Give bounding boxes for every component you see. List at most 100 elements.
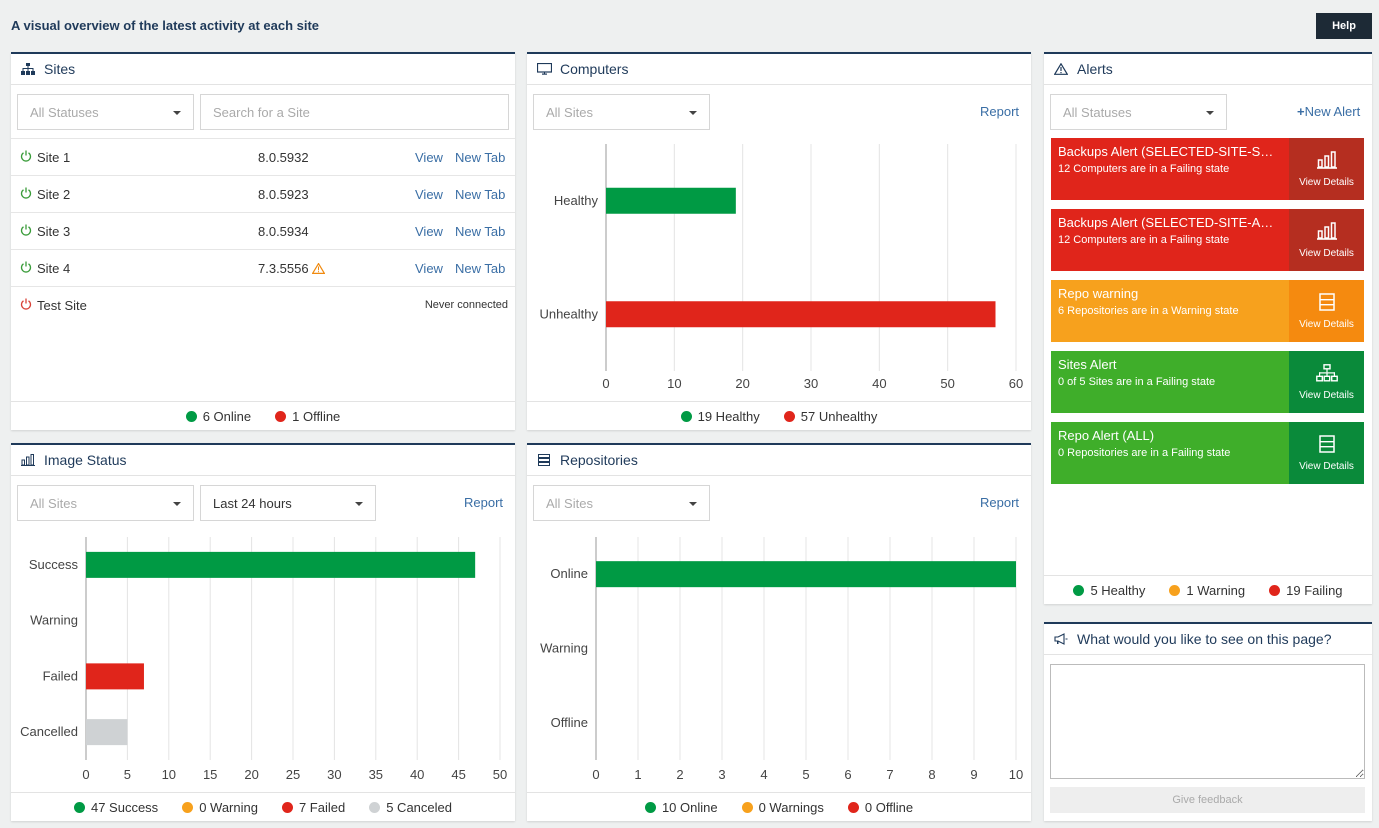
alert-description: 12 Computers are in a Failing state xyxy=(1058,234,1230,246)
bar-unhealthy[interactable] xyxy=(606,301,996,328)
x-tick-label: 50 xyxy=(493,767,507,782)
legend-item: 0 Warnings xyxy=(741,800,824,815)
legend-label: 47 Success xyxy=(90,799,159,815)
computers-report-link[interactable]: Report xyxy=(980,104,1020,119)
site-version-text: 7.3.5556 xyxy=(258,260,309,276)
chevron-down-icon xyxy=(689,502,697,506)
bar-healthy[interactable] xyxy=(606,187,736,214)
legend-item: 19 Healthy xyxy=(680,409,760,424)
megaphone-icon xyxy=(1053,631,1069,647)
site-name: Test Site xyxy=(37,297,87,313)
view-details-button[interactable]: View Details xyxy=(1289,422,1364,484)
site-newtab-link[interactable]: New Tab xyxy=(455,186,506,202)
view-details-label: View Details xyxy=(1299,176,1354,188)
legend-item: 57 Unhealthy xyxy=(783,409,877,424)
alert-card: Sites Alert 0 of 5 Sites are in a Failing… xyxy=(1051,351,1364,413)
feedback-panel: What would you like to see on this page?… xyxy=(1044,622,1372,821)
x-tick-label: 5 xyxy=(124,767,131,782)
power-icon xyxy=(20,224,32,239)
repositories-site-dropdown[interactable]: All Sites xyxy=(533,485,710,521)
computers-site-dropdown[interactable]: All Sites xyxy=(533,94,710,130)
view-details-button[interactable]: View Details xyxy=(1289,280,1364,342)
site-view-link[interactable]: View xyxy=(415,149,443,165)
site-version-text: 8.0.5923 xyxy=(258,186,309,202)
chevron-down-icon xyxy=(173,502,181,506)
x-tick-label: 30 xyxy=(804,376,818,391)
feedback-textarea[interactable] xyxy=(1050,664,1365,779)
new-alert-label: New Alert xyxy=(1304,104,1361,119)
legend-dot xyxy=(1169,584,1181,596)
image-status-report-link[interactable]: Report xyxy=(464,495,504,510)
server-icon xyxy=(1318,434,1335,456)
y-category-label: Cancelled xyxy=(20,724,78,739)
site-version-text: 8.0.5932 xyxy=(258,149,309,165)
alert-description: 6 Repositories are in a Warning state xyxy=(1058,305,1239,317)
view-details-label: View Details xyxy=(1299,247,1354,259)
bar-cancelled[interactable] xyxy=(86,719,128,746)
repositories-panel-title: Repositories xyxy=(527,445,1031,476)
sitemap-icon xyxy=(20,61,36,77)
help-button[interactable]: Help xyxy=(1316,13,1372,39)
site-view-link[interactable]: View xyxy=(415,260,443,276)
alert-body: Repo Alert (ALL) 0 Repositories are in a … xyxy=(1051,422,1289,484)
bar-online[interactable] xyxy=(596,561,1016,588)
alert-description: 12 Computers are in a Failing state xyxy=(1058,163,1230,175)
chevron-down-icon xyxy=(173,111,181,115)
repositories-report-link[interactable]: Report xyxy=(980,495,1020,510)
image-status-panel: Image Status All Sites Last 24 hours Rep… xyxy=(11,443,515,821)
computers-title: Computers xyxy=(560,61,629,77)
chevron-down-icon xyxy=(689,111,697,115)
site-newtab-link[interactable]: New Tab xyxy=(455,260,506,276)
alerts-panel: Alerts All Statuses +New Alert Backups A… xyxy=(1044,52,1372,604)
y-category-label: Healthy xyxy=(554,193,599,208)
view-details-button[interactable]: View Details xyxy=(1289,138,1364,200)
site-search-input[interactable] xyxy=(200,94,509,130)
view-details-label: View Details xyxy=(1299,318,1354,330)
alert-body: Repo warning 6 Repositories are in a Warn… xyxy=(1051,280,1289,342)
site-name: Site 3 xyxy=(37,223,71,239)
new-alert-link[interactable]: +New Alert xyxy=(1297,104,1360,119)
y-category-label: Warning xyxy=(540,641,588,656)
site-view-link[interactable]: View xyxy=(415,223,443,239)
legend-item: 0 Offline xyxy=(847,800,913,815)
view-details-label: View Details xyxy=(1299,460,1354,472)
x-tick-label: 25 xyxy=(286,767,300,782)
alert-card: Backups Alert (SELECTED-SITE-ALL-COMPUTE… xyxy=(1051,209,1364,271)
y-category-label: Failed xyxy=(43,668,78,683)
site-row: Site 3 8.0.5934 View New Tab xyxy=(11,212,515,249)
x-tick-label: 0 xyxy=(602,376,609,391)
legend-item: 5 Canceled xyxy=(369,800,452,815)
chevron-down-icon xyxy=(1206,111,1214,115)
legend-label: 7 Failed xyxy=(298,799,346,815)
alert-body: Backups Alert (SELECTED-SITE-SELECTED-CO… xyxy=(1051,138,1289,200)
server-icon xyxy=(536,452,552,468)
legend-label: 1 Warning xyxy=(1186,582,1246,598)
x-tick-label: 60 xyxy=(1009,376,1023,391)
bar-failed[interactable] xyxy=(86,663,144,690)
image-status-site-dropdown[interactable]: All Sites xyxy=(17,485,194,521)
give-feedback-button[interactable]: Give feedback xyxy=(1050,787,1365,813)
view-details-button[interactable]: View Details xyxy=(1289,209,1364,271)
legend-dot xyxy=(644,801,656,813)
image-status-range-value: Last 24 hours xyxy=(213,495,292,511)
bar-success[interactable] xyxy=(86,551,476,578)
site-view-link[interactable]: View xyxy=(415,186,443,202)
x-tick-label: 3 xyxy=(718,767,725,782)
server-icon xyxy=(1318,292,1335,314)
legend-dot xyxy=(680,410,692,422)
alert-card: Repo Alert (ALL) 0 Repositories are in a … xyxy=(1051,422,1364,484)
sites-status-dropdown[interactable]: All Statuses xyxy=(17,94,194,130)
legend-dot xyxy=(741,801,753,813)
alerts-status-dropdown[interactable]: All Statuses xyxy=(1050,94,1227,130)
site-newtab-link[interactable]: New Tab xyxy=(455,223,506,239)
view-details-button[interactable]: View Details xyxy=(1289,351,1364,413)
site-version-text: 8.0.5934 xyxy=(258,223,309,239)
repositories-site-value: All Sites xyxy=(546,495,593,511)
image-status-range-dropdown[interactable]: Last 24 hours xyxy=(200,485,376,521)
x-tick-label: 40 xyxy=(410,767,424,782)
x-tick-label: 0 xyxy=(82,767,89,782)
power-icon xyxy=(20,150,32,165)
site-newtab-link[interactable]: New Tab xyxy=(455,149,506,165)
legend-item: 19 Failing xyxy=(1269,583,1343,598)
sites-title: Sites xyxy=(44,61,76,77)
